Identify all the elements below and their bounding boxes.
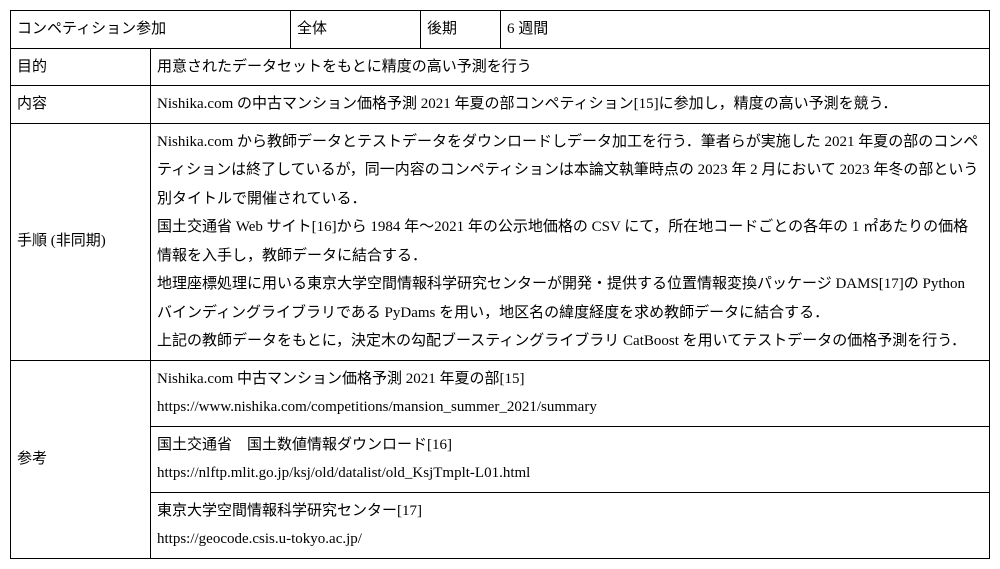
header-duration: 6 週間 [501, 11, 990, 49]
header-row: コンペティション参加 全体 後期 6 週間 [11, 11, 990, 49]
ref2-title: 国土交通省 国土数値情報ダウンロード[16] [157, 437, 452, 453]
purpose-label: 目的 [11, 48, 151, 86]
procedure-label: 手順 (非同期) [11, 123, 151, 360]
reference-label: 参考 [11, 360, 151, 558]
content-text: Nishika.com の中古マンション価格予測 2021 年夏の部コンペティシ… [151, 86, 990, 124]
ref3-title: 東京大学空間情報科学研究センター[17] [157, 503, 422, 519]
ref1-title: Nishika.com 中古マンション価格予測 2021 年夏の部[15] [157, 371, 524, 387]
procedure-body: Nishika.com から教師データとテストデータをダウンロードしデータ加工を… [151, 123, 990, 360]
header-phase: 後期 [421, 11, 501, 49]
procedure-p3: 地理座標処理に用いる東京大学空間情報科学研究センターが開発・提供する位置情報変換… [157, 270, 983, 327]
procedure-row: 手順 (非同期) Nishika.com から教師データとテストデータをダウンロ… [11, 123, 990, 360]
header-title: コンペティション参加 [11, 11, 291, 49]
ref1-url: https://www.nishika.com/competitions/man… [157, 399, 597, 415]
reference-row-3: 東京大学空間情報科学研究センター[17] https://geocode.csi… [11, 492, 990, 558]
content-label: 内容 [11, 86, 151, 124]
reference-row-2: 国土交通省 国土数値情報ダウンロード[16] https://nlftp.mli… [11, 426, 990, 492]
purpose-row: 目的 用意されたデータセットをもとに精度の高い予測を行う [11, 48, 990, 86]
procedure-p1: Nishika.com から教師データとテストデータをダウンロードしデータ加工を… [157, 128, 983, 214]
reference-item-3: 東京大学空間情報科学研究センター[17] https://geocode.csi… [151, 492, 990, 558]
ref2-url: https://nlftp.mlit.go.jp/ksj/old/datalis… [157, 465, 530, 481]
reference-row-1: 参考 Nishika.com 中古マンション価格予測 2021 年夏の部[15]… [11, 360, 990, 426]
ref3-url: https://geocode.csis.u-tokyo.ac.jp/ [157, 531, 362, 547]
procedure-p2: 国土交通省 Web サイト[16]から 1984 年〜2021 年の公示地価格の… [157, 213, 983, 270]
spec-table: コンペティション参加 全体 後期 6 週間 目的 用意されたデータセットをもとに… [10, 10, 990, 559]
procedure-p4: 上記の教師データをもとに，決定木の勾配ブースティングライブラリ CatBoost… [157, 327, 983, 356]
reference-item-2: 国土交通省 国土数値情報ダウンロード[16] https://nlftp.mli… [151, 426, 990, 492]
header-scope: 全体 [291, 11, 421, 49]
content-row: 内容 Nishika.com の中古マンション価格予測 2021 年夏の部コンペ… [11, 86, 990, 124]
reference-item-1: Nishika.com 中古マンション価格予測 2021 年夏の部[15] ht… [151, 360, 990, 426]
purpose-text: 用意されたデータセットをもとに精度の高い予測を行う [151, 48, 990, 86]
